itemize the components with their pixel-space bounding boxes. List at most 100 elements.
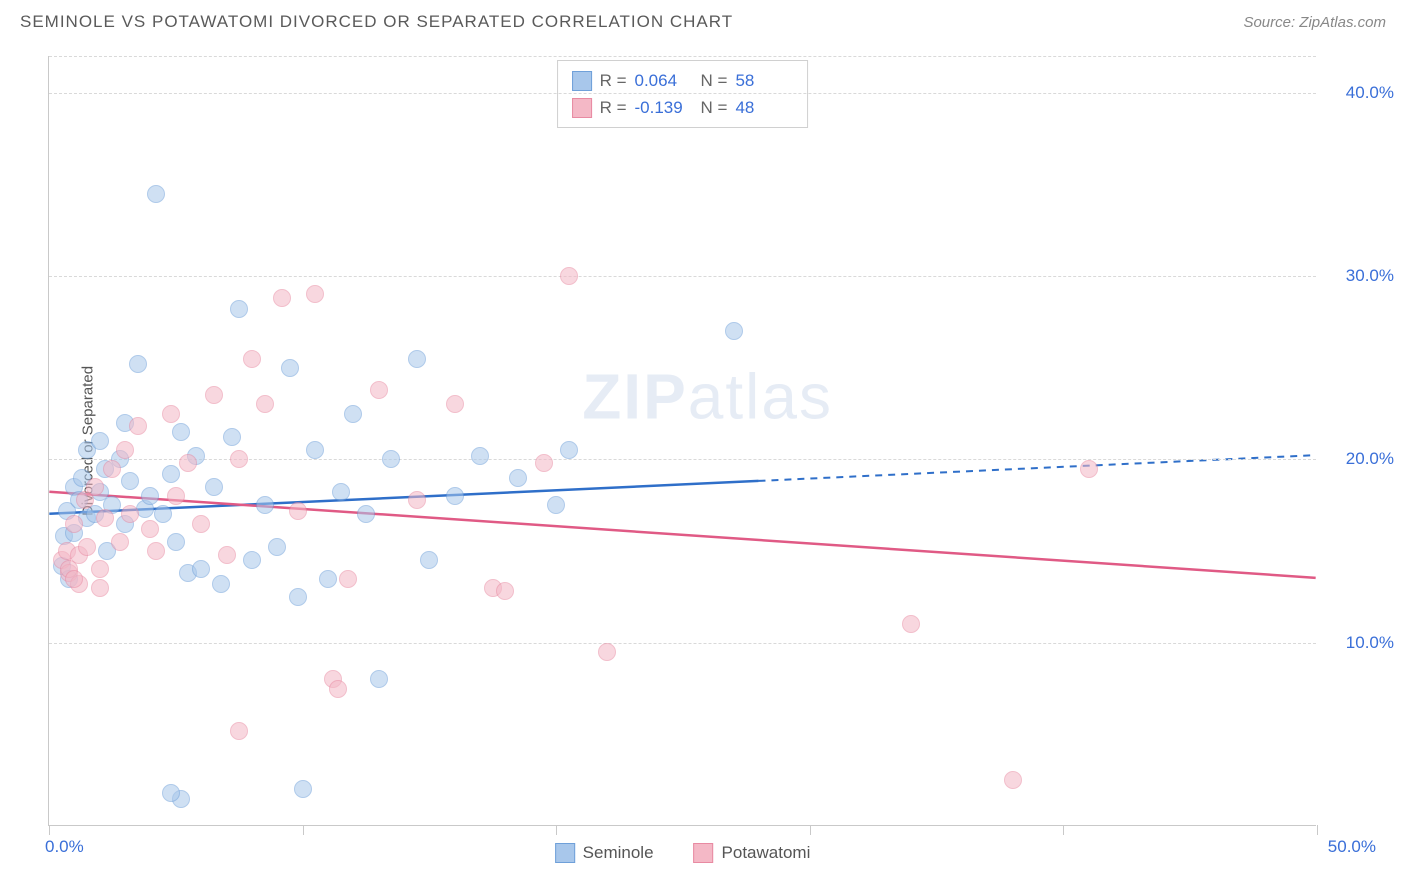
data-point bbox=[725, 322, 743, 340]
stats-row: R = 0.064 N = 58 bbox=[572, 67, 794, 94]
x-tick bbox=[556, 825, 557, 835]
legend-item: Potawatomi bbox=[694, 843, 811, 863]
data-point bbox=[256, 496, 274, 514]
data-point bbox=[205, 478, 223, 496]
data-point bbox=[339, 570, 357, 588]
scatter-chart: Divorced or Separated ZIPatlas R =0.064N… bbox=[48, 56, 1316, 826]
data-point bbox=[192, 515, 210, 533]
stat-r-label: R = bbox=[600, 67, 627, 94]
data-point bbox=[154, 505, 172, 523]
x-tick bbox=[1063, 825, 1064, 835]
chart-title: SEMINOLE VS POTAWATOMI DIVORCED OR SEPAR… bbox=[20, 12, 733, 32]
data-point bbox=[162, 784, 180, 802]
data-point bbox=[78, 538, 96, 556]
data-point bbox=[111, 533, 129, 551]
data-point bbox=[162, 465, 180, 483]
data-point bbox=[103, 460, 121, 478]
gridline bbox=[49, 93, 1316, 94]
data-point bbox=[147, 185, 165, 203]
data-point bbox=[192, 560, 210, 578]
data-point bbox=[129, 417, 147, 435]
data-point bbox=[535, 454, 553, 472]
y-tick-label: 40.0% bbox=[1324, 83, 1394, 103]
stats-legend: R = 0.064 N = 58 R = -0.139 N = 48 bbox=[557, 60, 809, 128]
data-point bbox=[243, 551, 261, 569]
data-point bbox=[370, 670, 388, 688]
data-point bbox=[408, 350, 426, 368]
data-point bbox=[86, 478, 104, 496]
data-point bbox=[91, 579, 109, 597]
x-tick-label-min: 0.0% bbox=[45, 837, 84, 857]
x-tick-label-max: 50.0% bbox=[1328, 837, 1376, 857]
y-tick-label: 30.0% bbox=[1324, 266, 1394, 286]
swatch-icon bbox=[572, 98, 592, 118]
data-point bbox=[230, 300, 248, 318]
stats-row: R = -0.139 N = 48 bbox=[572, 94, 794, 121]
data-point bbox=[243, 350, 261, 368]
stat-n-value: 58 bbox=[735, 67, 793, 94]
data-point bbox=[223, 428, 241, 446]
data-point bbox=[256, 395, 274, 413]
x-tick bbox=[49, 825, 50, 835]
data-point bbox=[141, 487, 159, 505]
data-point bbox=[162, 405, 180, 423]
data-point bbox=[289, 588, 307, 606]
legend-label: Potawatomi bbox=[722, 843, 811, 863]
data-point bbox=[357, 505, 375, 523]
data-point bbox=[496, 582, 514, 600]
gridline bbox=[49, 56, 1316, 57]
data-point bbox=[289, 502, 307, 520]
data-point bbox=[306, 441, 324, 459]
swatch-icon bbox=[555, 843, 575, 863]
y-tick-label: 20.0% bbox=[1324, 449, 1394, 469]
swatch-icon bbox=[572, 71, 592, 91]
data-point bbox=[141, 520, 159, 538]
data-point bbox=[420, 551, 438, 569]
data-point bbox=[230, 722, 248, 740]
data-point bbox=[121, 505, 139, 523]
data-point bbox=[332, 483, 350, 501]
data-point bbox=[121, 472, 139, 490]
stat-n-value: 48 bbox=[735, 94, 793, 121]
gridline bbox=[49, 643, 1316, 644]
legend-label: Seminole bbox=[583, 843, 654, 863]
stat-n-label: N = bbox=[701, 94, 728, 121]
data-point bbox=[370, 381, 388, 399]
data-point bbox=[598, 643, 616, 661]
data-point bbox=[65, 570, 83, 588]
x-tick bbox=[303, 825, 304, 835]
data-point bbox=[91, 560, 109, 578]
data-point bbox=[344, 405, 362, 423]
stat-r-label: R = bbox=[600, 94, 627, 121]
data-point bbox=[319, 570, 337, 588]
legend-item: Seminole bbox=[555, 843, 654, 863]
data-point bbox=[218, 546, 236, 564]
stat-r-value: -0.139 bbox=[635, 94, 693, 121]
stat-r-value: 0.064 bbox=[635, 67, 693, 94]
source-label: Source: ZipAtlas.com bbox=[1243, 14, 1386, 31]
watermark: ZIPatlas bbox=[582, 359, 833, 433]
data-point bbox=[212, 575, 230, 593]
data-point bbox=[471, 447, 489, 465]
data-point bbox=[147, 542, 165, 560]
data-point bbox=[560, 267, 578, 285]
x-tick bbox=[1317, 825, 1318, 835]
data-point bbox=[294, 780, 312, 798]
data-point bbox=[268, 538, 286, 556]
data-point bbox=[273, 289, 291, 307]
data-point bbox=[1004, 771, 1022, 789]
data-point bbox=[167, 533, 185, 551]
data-point bbox=[91, 432, 109, 450]
stat-n-label: N = bbox=[701, 67, 728, 94]
data-point bbox=[205, 386, 223, 404]
data-point bbox=[116, 441, 134, 459]
data-point bbox=[560, 441, 578, 459]
data-point bbox=[230, 450, 248, 468]
data-point bbox=[129, 355, 147, 373]
data-point bbox=[902, 615, 920, 633]
data-point bbox=[306, 285, 324, 303]
data-point bbox=[179, 454, 197, 472]
data-point bbox=[382, 450, 400, 468]
data-point bbox=[96, 509, 114, 527]
data-point bbox=[281, 359, 299, 377]
